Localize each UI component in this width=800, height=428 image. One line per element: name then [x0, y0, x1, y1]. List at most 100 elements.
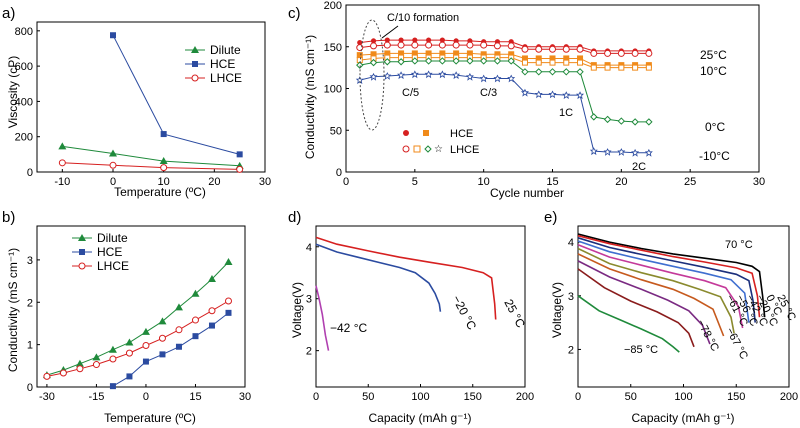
- lhce-point-0: [521, 45, 529, 53]
- chart-conductivity-temp: -30 -15 0 15 30 0 1 2 3 Dilute HCE LHCE Temperat…: [6, 225, 251, 425]
- legend-lhce-red: [402, 145, 410, 153]
- lhce-point-0: [452, 41, 460, 49]
- ylabel-c: Conductivity (mS cm⁻¹): [303, 35, 317, 159]
- lhce-point-2: [645, 118, 653, 126]
- lhce-point-3: [452, 71, 461, 80]
- ytick-label-c: 50: [330, 125, 342, 137]
- data-point-b-1: [126, 373, 133, 380]
- legend-a: Dilute HCE LHCE: [185, 43, 242, 85]
- hce-point-1: [549, 55, 556, 62]
- lhce-point-3: [383, 72, 392, 80]
- legend-item-lhce-b: LHCE: [72, 259, 129, 273]
- xtick-label-a: -10: [54, 176, 70, 188]
- lhce-point-0: [493, 42, 501, 50]
- ylabel-d: Voltage(V): [290, 282, 304, 338]
- lhce-point-1: [604, 64, 611, 71]
- ytick-label-d: 4: [306, 242, 312, 254]
- xtick-label-a: 30: [259, 176, 271, 188]
- curve-label-m20c: −20 °C: [449, 293, 479, 333]
- lhce-point-3: [603, 148, 612, 156]
- xtick-label-c: 15: [546, 176, 558, 188]
- lhce-point-3: [465, 72, 474, 81]
- curve-label-m78c-e: −78 °C: [694, 318, 721, 354]
- xtick-label-e: 0: [575, 391, 581, 403]
- hce-point-0: [357, 39, 363, 46]
- xtick-label-d: 100: [411, 391, 429, 403]
- data-point-a-2: [236, 165, 244, 173]
- legend-label-dilute-b: Dilute: [97, 231, 128, 245]
- xtick-label-b: 0: [143, 391, 149, 403]
- lhce-point-2: [411, 57, 419, 65]
- plot-frame-d: [315, 225, 526, 388]
- lhce-point-2: [397, 58, 405, 66]
- lhce-point-1: [577, 59, 584, 66]
- series-line-b-0: [46, 261, 229, 376]
- lhce-point-2: [603, 115, 612, 124]
- lhce-point-0: [576, 45, 584, 53]
- ytick-label-c: 100: [324, 84, 342, 96]
- hce-point-1: [480, 51, 487, 58]
- data-point-a-0: [109, 149, 117, 157]
- series-line-e-1: [577, 234, 761, 318]
- lhce-point-2: [356, 61, 364, 69]
- lhce-line-1: [359, 57, 649, 69]
- hce-point-1: [370, 51, 377, 58]
- lhce-point-2: [562, 68, 570, 76]
- annotation-c3: C/3: [480, 87, 497, 99]
- ytick-label-e: 3: [568, 291, 574, 303]
- lhce-point-3: [534, 90, 543, 99]
- legend-label-lhce-b: LHCE: [97, 259, 129, 273]
- xtick-label-e: 50: [625, 391, 637, 403]
- lhce-point-0: [438, 41, 446, 49]
- hce-point-1: [384, 50, 391, 57]
- data-point-b-2: [125, 349, 133, 357]
- lhce-point-1: [590, 64, 597, 71]
- lhce-point-3: [644, 148, 653, 157]
- lhce-point-2: [507, 57, 515, 65]
- lhce-point-3: [589, 147, 598, 156]
- lhce-point-1: [563, 59, 570, 66]
- data-point-b-1: [192, 333, 199, 340]
- lhce-point-2: [576, 68, 584, 76]
- legend-hce-red: [403, 130, 409, 136]
- series-label-10c: 10°C: [700, 64, 727, 78]
- panel-label-a: a): [2, 5, 15, 22]
- series-line-e-9: [577, 295, 680, 353]
- series-line-d-2: [315, 285, 330, 351]
- xtick-label-e: 100: [674, 391, 692, 403]
- lhce-point-3: [479, 74, 488, 83]
- lhce-line-2: [359, 60, 649, 123]
- xtick-label-c: 30: [753, 176, 765, 188]
- hce-point-1: [577, 55, 584, 62]
- lhce-point-3: [410, 70, 419, 79]
- data-point-b-0: [141, 327, 150, 335]
- ytick-label-d: 2: [306, 346, 312, 358]
- hce-point-1: [494, 51, 501, 58]
- legend-hce-label: HCE: [450, 128, 473, 140]
- curve-label-70c: 70 °C: [725, 239, 753, 251]
- series-line-e-5: [577, 247, 735, 334]
- legend-label-dilute: Dilute: [210, 43, 241, 57]
- lhce-point-1: [618, 64, 625, 71]
- lhce-point-0: [425, 41, 433, 49]
- legend-lhce-star: ☆: [434, 144, 443, 155]
- data-point-b-0: [92, 353, 101, 361]
- data-point-b-2: [43, 372, 51, 380]
- data-point-b-1: [225, 309, 232, 316]
- data-point-b-0: [75, 359, 84, 367]
- series-line-e-7: [577, 260, 711, 345]
- data-point-b-1: [208, 322, 215, 329]
- data-point-b-2: [76, 365, 84, 373]
- lhce-point-2: [466, 57, 474, 65]
- curve-label-m85c-e: −85 °C: [624, 344, 658, 356]
- panel-label-c: c): [288, 5, 301, 22]
- ytick-label-b: 1: [27, 340, 33, 352]
- data-point-a-2: [160, 164, 168, 172]
- lhce-line-3: [359, 73, 649, 154]
- data-point-b-2: [59, 369, 67, 377]
- data-point-a-0: [159, 157, 168, 165]
- legend-label-lhce: LHCE: [210, 71, 242, 85]
- lhce-point-3: [424, 70, 433, 79]
